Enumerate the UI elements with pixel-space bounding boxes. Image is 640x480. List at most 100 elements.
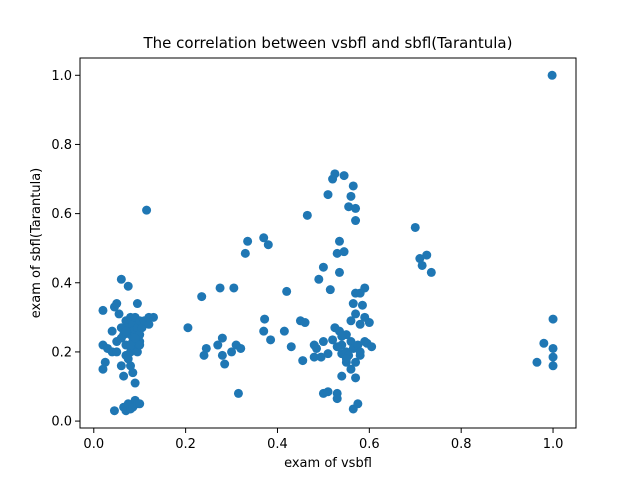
data-point — [328, 335, 338, 345]
data-point — [300, 318, 310, 328]
data-point — [126, 340, 136, 350]
y-axis-label: exam of sbfl(Tarantula) — [29, 168, 44, 318]
data-point — [339, 171, 349, 181]
y-tick-label: 0.6 — [51, 207, 72, 222]
data-point — [348, 181, 358, 191]
data-point — [364, 318, 374, 328]
data-point — [123, 281, 133, 291]
data-point — [197, 292, 207, 302]
x-axis-label: exam of vsbfl — [284, 456, 372, 471]
y-tick-label: 0.0 — [51, 415, 72, 430]
data-point — [142, 205, 152, 215]
x-axis: 0.0 0.2 0.4 0.6 0.8 1.0 — [83, 428, 563, 452]
data-point — [355, 347, 365, 357]
data-point — [126, 361, 136, 371]
data-point — [348, 299, 358, 309]
data-point — [217, 350, 227, 360]
data-point — [240, 248, 250, 258]
data-point — [316, 352, 326, 362]
x-tick-label: 0.8 — [451, 437, 472, 452]
data-point — [114, 309, 124, 319]
data-point — [109, 406, 119, 416]
data-point — [334, 267, 344, 277]
data-point — [355, 319, 365, 329]
data-point — [213, 340, 223, 350]
x-tick-label: 0.0 — [83, 437, 104, 452]
data-point — [346, 316, 356, 326]
data-point — [220, 359, 230, 369]
data-point — [259, 326, 269, 336]
data-point — [298, 356, 308, 366]
data-point — [119, 371, 129, 381]
data-point — [417, 260, 427, 270]
data-point — [325, 285, 335, 295]
data-point — [107, 326, 117, 336]
data-point — [323, 349, 333, 359]
data-point — [548, 314, 558, 324]
data-point — [426, 267, 436, 277]
data-point — [123, 354, 133, 364]
y-tick-label: 0.4 — [51, 276, 72, 291]
data-point — [98, 305, 108, 315]
data-point — [236, 343, 246, 353]
data-point — [332, 394, 342, 404]
points-layer — [98, 70, 558, 416]
data-point — [260, 314, 270, 324]
plot-frame — [79, 57, 577, 429]
data-point — [135, 340, 145, 350]
data-point — [233, 388, 243, 398]
data-point — [201, 343, 211, 353]
data-point — [279, 326, 289, 336]
data-point — [337, 331, 347, 341]
data-point — [137, 323, 147, 333]
data-point — [116, 361, 126, 371]
data-point — [259, 233, 269, 243]
data-point — [344, 202, 354, 212]
data-point — [199, 350, 209, 360]
data-point — [148, 312, 158, 322]
y-tick-label: 1.0 — [51, 69, 72, 84]
data-point — [353, 399, 363, 409]
data-point — [215, 283, 225, 293]
data-point — [144, 319, 154, 329]
data-point — [314, 274, 324, 284]
x-tick-label: 0.4 — [267, 437, 288, 452]
data-point — [357, 300, 367, 310]
x-tick-label: 0.6 — [359, 437, 380, 452]
data-point — [351, 309, 361, 319]
data-point — [229, 283, 239, 293]
data-point — [351, 203, 361, 213]
data-point — [112, 337, 122, 347]
data-point — [334, 236, 344, 246]
data-point — [98, 364, 108, 374]
data-point — [351, 216, 361, 226]
data-point — [539, 338, 549, 348]
data-point — [332, 342, 342, 352]
data-point — [130, 378, 140, 388]
data-point — [346, 337, 356, 347]
x-tick-label: 1.0 — [543, 437, 564, 452]
data-point — [183, 323, 193, 333]
data-point — [346, 191, 356, 201]
data-point — [351, 357, 361, 367]
data-point — [548, 361, 558, 371]
data-point — [263, 240, 273, 250]
data-point — [547, 70, 557, 80]
data-point — [100, 357, 110, 367]
data-point — [312, 343, 322, 353]
data-point — [121, 326, 131, 336]
data-point — [360, 283, 370, 293]
data-point — [323, 190, 333, 200]
data-point — [132, 299, 142, 309]
data-point — [282, 286, 292, 296]
data-point — [128, 368, 138, 378]
data-point — [286, 342, 296, 352]
data-point — [116, 274, 126, 284]
data-point — [346, 364, 356, 374]
data-point — [112, 347, 122, 357]
data-point — [337, 371, 347, 381]
data-point — [309, 352, 319, 362]
data-point — [339, 247, 349, 257]
